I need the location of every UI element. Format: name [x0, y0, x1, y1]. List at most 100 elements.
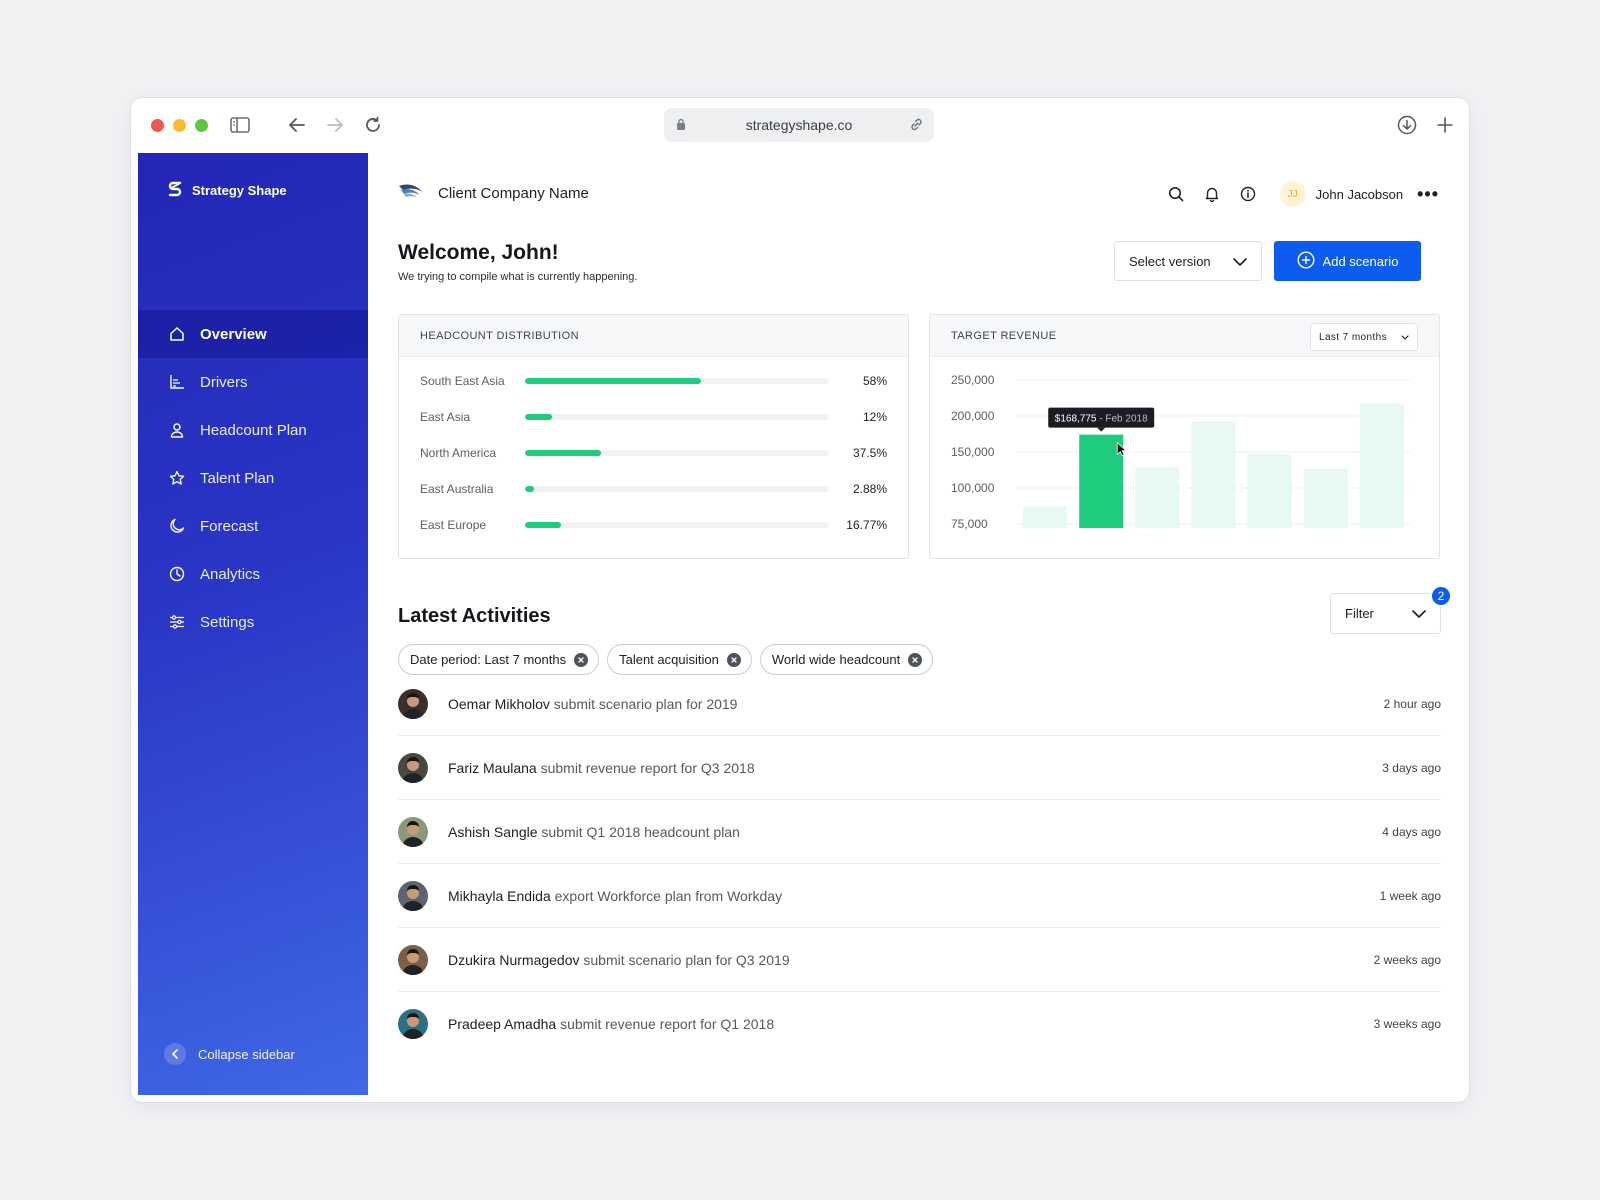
- activity-item[interactable]: Dzukira Nurmagedov submit scenario plan …: [398, 928, 1441, 992]
- activity-action: export Workforce plan from Workday: [550, 887, 783, 904]
- sidebar-item-settings[interactable]: Settings: [138, 598, 368, 646]
- tooltip-period: Feb 2018: [1105, 414, 1148, 425]
- progress-track: [525, 486, 829, 492]
- sidebar-item-drivers[interactable]: Drivers: [138, 358, 368, 406]
- link-icon[interactable]: [909, 117, 924, 135]
- reload-icon[interactable]: [361, 113, 385, 137]
- minimize-window-button[interactable]: [173, 119, 186, 132]
- sidebar-item-label: Talent Plan: [200, 469, 275, 487]
- bell-icon[interactable]: [1194, 182, 1230, 206]
- sidebar-item-overview[interactable]: Overview: [138, 310, 368, 358]
- region-label: South East Asia: [420, 374, 505, 388]
- revenue-bar[interactable]: [1247, 454, 1292, 528]
- filter-dropdown[interactable]: Filter: [1330, 593, 1441, 634]
- sidebar-item-headcount-plan[interactable]: Headcount Plan: [138, 406, 368, 454]
- percent-value: 16.77%: [846, 518, 887, 532]
- revenue-bar[interactable]: [1359, 403, 1404, 528]
- download-icon[interactable]: [1395, 113, 1419, 137]
- brand-logo[interactable]: Strategy Shape: [168, 181, 287, 200]
- activity-time: 2 weeks ago: [1373, 952, 1441, 967]
- client-logo-icon: [398, 182, 426, 204]
- filter-count-badge: 2: [1430, 585, 1452, 607]
- revenue-chart: 250,000 200,000 150,000 100,000 75,000 $168,7…: [951, 373, 1410, 531]
- mouse-cursor-icon: [1116, 441, 1128, 457]
- filter-chip[interactable]: Talent acquisition: [607, 644, 752, 675]
- activity-item[interactable]: Oemar Mikholov submit scenario plan for …: [398, 672, 1441, 736]
- tooltip-separator: -: [1096, 414, 1105, 425]
- page-title: Welcome, John!: [398, 241, 559, 264]
- activity-user-name[interactable]: Pradeep Amadha: [448, 1016, 557, 1032]
- avatar[interactable]: [398, 944, 428, 975]
- region-label: East Europe: [420, 518, 487, 532]
- info-icon[interactable]: [1230, 182, 1266, 206]
- activity-item[interactable]: Mikhayla Endida export Workforce plan fr…: [398, 864, 1441, 928]
- activity-user-name[interactable]: Mikhayla Endida: [448, 887, 551, 904]
- forward-arrow-icon[interactable]: [323, 113, 347, 137]
- moon-icon: [168, 517, 186, 535]
- progress-track: [525, 450, 829, 456]
- region-label: East Australia: [420, 482, 494, 496]
- tooltip-value: $168,775: [1055, 414, 1097, 425]
- add-scenario-button[interactable]: Add scenario: [1274, 241, 1421, 281]
- activity-item[interactable]: Fariz Maulana submit revenue report for …: [398, 736, 1441, 800]
- address-bar[interactable]: strategyshape.co: [664, 108, 934, 142]
- sidebar-item-analytics[interactable]: Analytics: [138, 550, 368, 598]
- back-arrow-icon[interactable]: [285, 113, 309, 137]
- activity-time: 1 week ago: [1379, 888, 1441, 903]
- close-window-button[interactable]: [151, 119, 164, 132]
- close-icon[interactable]: [574, 652, 589, 667]
- avatar[interactable]: [398, 816, 428, 847]
- collapse-sidebar-button[interactable]: Collapse sidebar: [164, 1043, 295, 1065]
- progress-fill: [525, 486, 535, 492]
- revenue-bar[interactable]: [1023, 506, 1068, 528]
- avatar[interactable]: [398, 688, 428, 719]
- chip-label: World wide headcount: [771, 652, 901, 667]
- activity-user-name[interactable]: Dzukira Nurmagedov: [448, 951, 580, 968]
- activity-text: Ashish Sangle submit Q1 2018 headcount p…: [448, 824, 740, 840]
- revenue-bar[interactable]: [1079, 434, 1124, 528]
- select-version-dropdown[interactable]: Select version: [1114, 241, 1262, 281]
- close-icon[interactable]: [726, 652, 741, 667]
- filter-chip[interactable]: Date period: Last 7 months: [398, 644, 600, 675]
- close-icon[interactable]: [908, 652, 923, 667]
- maximize-window-button[interactable]: [195, 119, 208, 132]
- avatar[interactable]: [398, 752, 428, 783]
- sidebar-item-forecast[interactable]: Forecast: [138, 502, 368, 550]
- activity-item[interactable]: Pradeep Amadha submit revenue report for…: [398, 992, 1441, 1056]
- activity-user-name[interactable]: Oemar Mikholov: [448, 695, 550, 712]
- range-dropdown[interactable]: Last 7 months: [1310, 323, 1418, 351]
- client-name: Client Company Name: [438, 184, 589, 202]
- revenue-bar[interactable]: [1303, 468, 1348, 528]
- user-name[interactable]: John Jacobson: [1315, 186, 1404, 202]
- avatar[interactable]: [398, 880, 428, 911]
- search-icon[interactable]: [1158, 182, 1194, 206]
- chip-label: Date period: Last 7 months: [410, 652, 567, 667]
- percent-value: 58%: [862, 374, 887, 388]
- sidebar-toggle-icon[interactable]: [228, 113, 252, 137]
- welcome-section: Welcome, John! We trying to compile what…: [398, 241, 637, 283]
- region-label: East Asia: [420, 410, 471, 424]
- chip-label: Talent acquisition: [619, 652, 719, 667]
- plus-circle-icon: [1297, 250, 1315, 272]
- activity-user-name[interactable]: Fariz Maulana: [448, 759, 537, 776]
- activity-item[interactable]: Ashish Sangle submit Q1 2018 headcount p…: [398, 800, 1441, 864]
- avatar[interactable]: JJ: [1279, 181, 1306, 207]
- client-company[interactable]: Client Company Name: [398, 182, 589, 204]
- progress-fill: [525, 450, 601, 456]
- new-tab-icon[interactable]: [1433, 113, 1457, 137]
- revenue-bar[interactable]: [1191, 421, 1236, 528]
- headcount-row: North America 37.5%: [420, 443, 887, 463]
- activity-user-name[interactable]: Ashish Sangle: [448, 823, 538, 840]
- strategy-shape-logo-icon: [168, 181, 182, 200]
- y-tick-label: 75,000: [951, 517, 988, 531]
- more-options-icon[interactable]: •••: [1417, 183, 1439, 204]
- card-title: TARGET REVENUE: [951, 329, 1057, 342]
- clock-icon: [168, 565, 186, 583]
- browser-toolbar: strategyshape.co: [131, 98, 1469, 153]
- avatar[interactable]: [398, 1009, 428, 1039]
- sidebar-item-talent-plan[interactable]: Talent Plan: [138, 454, 368, 502]
- progress-fill: [525, 522, 562, 528]
- filter-chip[interactable]: World wide headcount: [759, 644, 934, 675]
- progress-track: [525, 378, 829, 384]
- revenue-bar[interactable]: [1135, 467, 1180, 528]
